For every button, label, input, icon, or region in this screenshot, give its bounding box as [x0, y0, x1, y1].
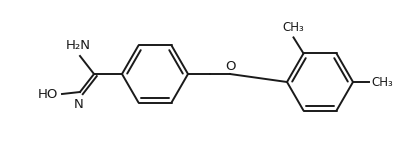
Text: H₂N: H₂N [66, 39, 90, 52]
Text: O: O [225, 60, 235, 73]
Text: N: N [74, 98, 84, 111]
Text: CH₃: CH₃ [371, 75, 393, 88]
Text: CH₃: CH₃ [283, 21, 304, 34]
Text: HO: HO [38, 87, 58, 100]
